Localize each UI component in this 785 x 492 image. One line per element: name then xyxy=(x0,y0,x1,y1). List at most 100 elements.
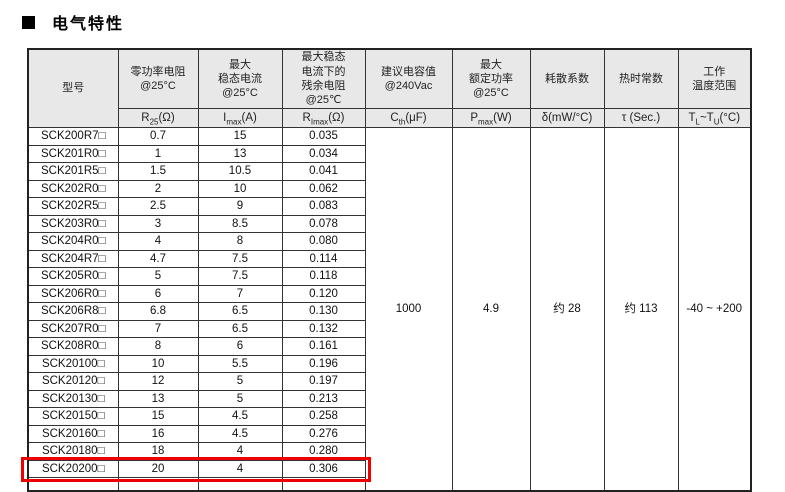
value-cell-rimax: 0.041 xyxy=(281,162,366,181)
value-cell-rimax: 0.035 xyxy=(281,127,366,146)
value-cell-imax: 8 xyxy=(197,232,283,251)
merged-cell-trange: -40 ~ +200 xyxy=(677,127,752,492)
value-cell-imax: 7 xyxy=(197,284,283,303)
value-cell-imax: 9 xyxy=(197,197,283,216)
col-header-rimax: 最大稳态 电流下的 残余电阻 @25℃ xyxy=(281,48,366,109)
value-cell-r25: 20 xyxy=(117,459,199,478)
value-cell-imax: 7.5 xyxy=(197,249,283,268)
value-cell-imax: 15 xyxy=(197,127,283,146)
value-cell-r25: 5 xyxy=(117,267,199,286)
table-row: SCK208R0□ 8 6 0.161 xyxy=(27,337,751,356)
model-cell: SCK200R7□ xyxy=(27,127,119,146)
table-row: SCK202R5□ 2.5 9 0.083 xyxy=(27,197,751,216)
col-header-tau: 热时常数 xyxy=(603,48,679,109)
col-header-delta: 耗散系数 xyxy=(529,48,605,109)
value-cell-imax: 4.5 xyxy=(197,424,283,443)
merged-cell-delta: 约 28 xyxy=(529,127,605,492)
table-row: SCK207R0□ 7 6.5 0.132 xyxy=(27,319,751,338)
table-row: SCK200R7□ 0.7 15 0.035 1000 4.9 约 28 约 113 -40 ~… xyxy=(27,127,752,492)
model-cell: SCK20130□ xyxy=(27,389,119,408)
table-row: SCK202R0□ 2 10 0.062 xyxy=(27,179,751,198)
unit-header-tau: τ (Sec.) xyxy=(603,108,679,128)
value-cell-imax: 4 xyxy=(197,442,283,461)
value-cell-rimax: 0.196 xyxy=(281,354,366,373)
value-cell-rimax: 0.197 xyxy=(281,372,366,391)
value-cell-r25: 4 xyxy=(117,232,199,251)
col-header-imax: 最大 稳态电流 @25°C xyxy=(197,48,283,109)
empty-cell xyxy=(27,477,119,492)
value-cell-r25: 6.8 xyxy=(117,302,199,321)
table-row: SCK204R7□ 4.7 7.5 0.114 xyxy=(27,249,751,268)
merged-cell-tau: 约 113 xyxy=(603,127,679,492)
value-cell-r25: 4.7 xyxy=(117,249,199,268)
value-cell-rimax: 0.161 xyxy=(281,337,366,356)
value-cell-imax: 10.5 xyxy=(197,162,283,181)
model-cell: SCK20150□ xyxy=(27,407,119,426)
empty-cell xyxy=(117,477,199,492)
model-cell: SCK20160□ xyxy=(27,424,119,443)
value-cell-r25: 8 xyxy=(117,337,199,356)
value-cell-rimax: 0.114 xyxy=(281,249,366,268)
unit-header-imax: Imax(A) xyxy=(197,108,283,128)
model-cell: SCK208R0□ xyxy=(27,337,119,356)
model-cell: SCK20200□ xyxy=(27,459,119,478)
value-cell-rimax: 0.080 xyxy=(281,232,366,251)
value-cell-imax: 4 xyxy=(197,459,283,478)
model-cell: SCK204R7□ xyxy=(27,249,119,268)
table-row: SCK20150□ 15 4.5 0.258 xyxy=(27,407,751,426)
table-row: SCK203R0□ 3 8.5 0.078 xyxy=(27,214,751,233)
value-cell-r25: 6 xyxy=(117,284,199,303)
value-cell-rimax: 0.132 xyxy=(281,319,366,338)
value-cell-rimax: 0.258 xyxy=(281,407,366,426)
table-row: SCK20160□ 16 4.5 0.276 xyxy=(27,424,751,443)
value-cell-imax: 5 xyxy=(197,372,283,391)
table-row: SCK205R0□ 5 7.5 0.118 xyxy=(27,267,751,286)
value-cell-imax: 6 xyxy=(197,337,283,356)
value-cell-imax: 5 xyxy=(197,389,283,408)
model-cell: SCK20180□ xyxy=(27,442,119,461)
model-cell: SCK205R0□ xyxy=(27,267,119,286)
value-cell-r25: 13 xyxy=(117,389,199,408)
model-cell: SCK203R0□ xyxy=(27,214,119,233)
value-cell-rimax: 0.034 xyxy=(281,144,366,163)
value-cell-r25: 12 xyxy=(117,372,199,391)
value-cell-r25: 10 xyxy=(117,354,199,373)
value-cell-imax: 7.5 xyxy=(197,267,283,286)
value-cell-imax: 10 xyxy=(197,179,283,198)
merged-cell-pmax: 4.9 xyxy=(451,127,531,492)
value-cell-r25: 18 xyxy=(117,442,199,461)
section-bullet-icon xyxy=(22,15,35,29)
value-cell-imax: 4.5 xyxy=(197,407,283,426)
table-row: SCK20180□ 18 4 0.280 xyxy=(27,442,751,461)
value-cell-r25: 1 xyxy=(117,144,199,163)
value-cell-rimax: 0.280 xyxy=(281,442,366,461)
table-row: SCK206R0□ 6 7 0.120 xyxy=(27,284,751,303)
value-cell-rimax: 0.213 xyxy=(281,389,366,408)
model-cell: SCK202R0□ xyxy=(27,179,119,198)
value-cell-r25: 2.5 xyxy=(117,197,199,216)
value-cell-r25: 7 xyxy=(117,319,199,338)
unit-header-rimax: RImax(Ω) xyxy=(281,108,366,128)
value-cell-imax: 6.5 xyxy=(197,302,283,321)
col-header-pmax: 最大 额定功率 @25°C xyxy=(451,48,531,109)
value-cell-rimax: 0.120 xyxy=(281,284,366,303)
empty-cell xyxy=(197,477,283,492)
merged-cell-cth: 1000 xyxy=(364,127,453,492)
model-cell: SCK201R5□ xyxy=(27,162,119,181)
unit-header-pmax: Pmax(W) xyxy=(451,108,531,128)
value-cell-imax: 13 xyxy=(197,144,283,163)
value-cell-r25: 15 xyxy=(117,407,199,426)
col-header-cth: 建议电容值 @240Vac xyxy=(364,48,453,109)
value-cell-rimax: 0.078 xyxy=(281,214,366,233)
col-header-trange: 工作 温度范围 xyxy=(677,48,752,109)
model-cell: SCK20100□ xyxy=(27,354,119,373)
col-header-model: 型号 xyxy=(27,48,119,128)
value-cell-rimax: 0.276 xyxy=(281,424,366,443)
unit-header-r25: R25(Ω) xyxy=(117,108,199,128)
table-body: SCK200R7□ 0.7 15 0.035 1000 4.9 约 28 约 113 -40 ~… xyxy=(27,127,752,492)
unit-header-delta: δ(mW/°C) xyxy=(529,108,605,128)
model-cell: SCK207R0□ xyxy=(27,319,119,338)
empty-cell xyxy=(281,477,366,492)
table-row: SCK206R8□ 6.8 6.5 0.130 xyxy=(27,302,751,321)
value-cell-r25: 1.5 xyxy=(117,162,199,181)
